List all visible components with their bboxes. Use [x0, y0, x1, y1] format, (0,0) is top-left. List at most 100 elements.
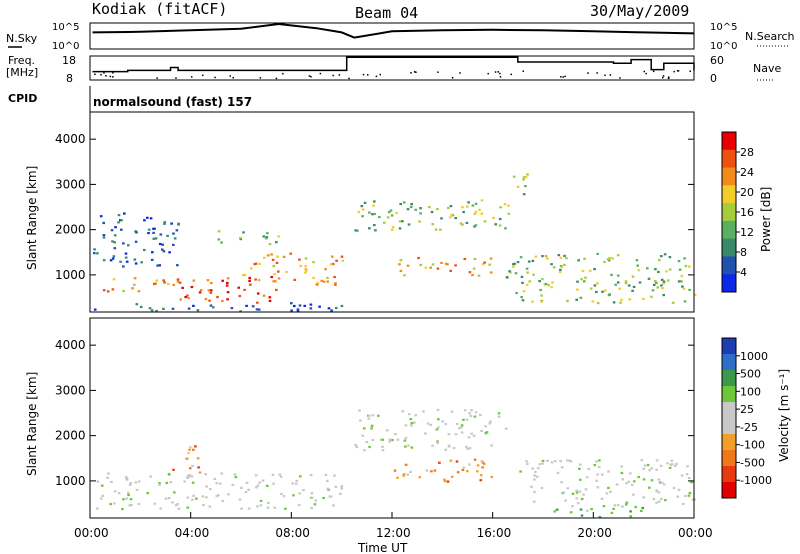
power-cell — [249, 267, 253, 270]
power-cell — [593, 268, 596, 271]
power-cell — [262, 235, 266, 238]
velocity-cell — [158, 483, 161, 486]
power-cell — [541, 255, 544, 258]
power-cell — [627, 284, 631, 287]
power-cell — [611, 257, 614, 260]
velocity-cell — [657, 500, 661, 503]
power-cell — [373, 224, 376, 227]
velocity-cell — [624, 503, 628, 506]
power-cell — [315, 283, 319, 286]
power-cell — [147, 232, 150, 235]
velocity-colorbar-swatch — [722, 370, 736, 387]
velocity-cell — [125, 497, 128, 500]
power-cell — [113, 247, 117, 250]
power-cell — [563, 254, 566, 257]
power-cell — [498, 224, 502, 227]
velocity-cell — [186, 496, 190, 499]
power-cell — [122, 265, 125, 268]
velocity-cell — [560, 466, 564, 469]
velocity-cell — [408, 413, 411, 416]
velocity-cell — [403, 439, 407, 442]
nave-dot — [451, 77, 454, 79]
power-cell — [406, 208, 410, 211]
power-cell — [298, 258, 301, 261]
power-cell — [248, 276, 251, 280]
power-cell — [454, 217, 457, 220]
power-cell — [419, 212, 422, 215]
power-cell — [239, 236, 242, 240]
velocity-cell — [465, 445, 468, 448]
velocity-cell — [258, 481, 261, 484]
power-cell — [647, 277, 651, 280]
power-cell — [677, 260, 681, 263]
power-cell — [277, 270, 280, 273]
power-cell — [209, 289, 213, 292]
velocity-cell — [580, 514, 584, 517]
power-cell — [112, 255, 116, 258]
velocity-heatmap — [96, 408, 696, 519]
power-cell — [683, 300, 687, 303]
power-cell — [378, 215, 381, 219]
velocity-cell — [370, 424, 374, 427]
power-cell — [551, 281, 554, 284]
nave-dot — [677, 70, 680, 72]
velocity-cell — [553, 460, 557, 463]
power-cell — [606, 258, 610, 261]
velocity-cell — [664, 499, 667, 502]
power-cell — [399, 269, 403, 273]
velocity-cell — [135, 488, 139, 492]
power-cell — [221, 279, 224, 282]
power-cell — [688, 265, 691, 268]
power-cell — [532, 273, 535, 276]
velocity-cell — [371, 438, 374, 442]
power-cell — [275, 261, 279, 264]
power-cell — [624, 282, 628, 285]
time-tick-label: 00:00 — [678, 526, 713, 540]
power-cell — [268, 243, 272, 246]
nave-dot — [645, 72, 647, 75]
velocity-cell — [682, 502, 685, 506]
velocity-cell — [110, 480, 113, 483]
power-cell — [584, 276, 587, 279]
velocity-cell — [598, 465, 601, 469]
velocity-cell — [601, 473, 604, 476]
power-cell — [544, 255, 548, 258]
velocity-cell — [404, 463, 408, 466]
power-cell — [450, 213, 453, 216]
velocity-cell — [598, 516, 602, 519]
velocity-cell — [167, 472, 171, 476]
power-cell — [303, 304, 306, 307]
power-cell — [478, 208, 481, 211]
power-cell — [620, 298, 623, 301]
power-cell — [395, 211, 398, 215]
power-cell — [305, 269, 308, 272]
power-cell — [680, 275, 684, 278]
power-cell — [658, 258, 661, 262]
velocity-cell — [677, 488, 681, 491]
velocity-cell — [436, 408, 440, 411]
velocity-cell — [218, 482, 222, 485]
velocity-cell — [470, 409, 473, 412]
velocity-cell — [446, 480, 450, 483]
cpid-label: CPID — [8, 92, 37, 105]
power-cell — [371, 213, 374, 216]
power-cell — [434, 228, 438, 231]
power-cell — [312, 261, 315, 264]
power-cell — [528, 280, 531, 283]
cpid-value: normalsound (fast) 157 — [93, 95, 252, 109]
power-cell — [505, 276, 509, 279]
velocity-cell — [209, 488, 212, 491]
power-cell — [304, 271, 307, 274]
power-cell — [282, 255, 286, 258]
power-cell — [147, 228, 151, 231]
velocity-colorbar-tick-label: 1000 — [740, 350, 768, 363]
power-cell — [566, 299, 569, 302]
velocity-cell — [688, 491, 692, 495]
power-cell — [471, 204, 475, 207]
power-cell — [204, 297, 208, 301]
power-colorbar-swatch — [722, 132, 736, 151]
nave-dot — [652, 70, 655, 73]
velocity-cell — [425, 469, 429, 472]
velocity-cell — [444, 448, 447, 451]
velocity-cell — [576, 502, 580, 505]
